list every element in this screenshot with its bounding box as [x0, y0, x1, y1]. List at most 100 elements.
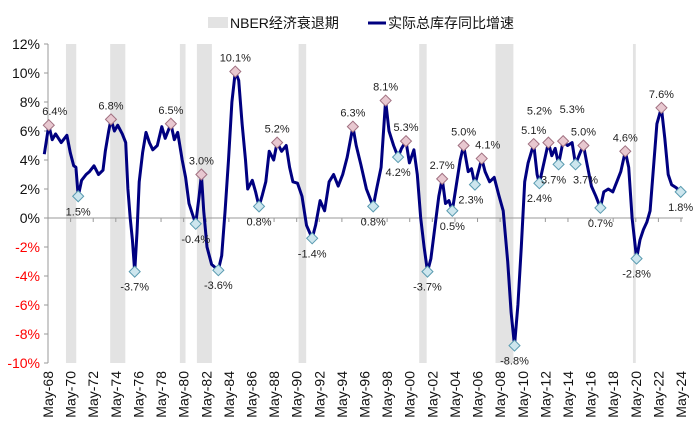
x-tick-label: May-98 — [379, 371, 395, 418]
peak-marker — [195, 168, 208, 181]
data-label: -3.7% — [120, 282, 149, 294]
trough-marker — [674, 185, 687, 199]
data-label: -0.4% — [181, 234, 210, 246]
x-tick-label: May-06 — [470, 371, 486, 418]
data-label: 0.8% — [246, 216, 271, 228]
trough-marker — [552, 158, 565, 171]
y-tick-label: 0% — [20, 210, 40, 226]
x-tick-label: May-84 — [221, 371, 237, 418]
data-label: 1.5% — [66, 206, 91, 218]
y-tick-label: -8% — [15, 326, 40, 342]
data-label: 2.3% — [458, 195, 483, 207]
data-label: 6.8% — [98, 100, 123, 112]
peak-marker — [619, 145, 632, 158]
data-label: 3.7% — [573, 174, 598, 186]
recession-band — [65, 44, 77, 363]
trough-marker — [630, 252, 643, 265]
peak-marker — [379, 94, 392, 107]
y-tick-label: -6% — [15, 297, 40, 313]
data-label: 2.7% — [430, 160, 455, 172]
data-label: 0.8% — [361, 216, 386, 228]
recession-band — [632, 44, 636, 363]
legend-recession-label: NBER经济衰退期 — [230, 15, 339, 31]
x-tick-label: May-80 — [176, 371, 192, 418]
data-label: 8.1% — [373, 82, 398, 94]
data-label: 5.2% — [527, 106, 552, 118]
x-tick-label: May-10 — [515, 371, 531, 418]
x-tick-label: May-90 — [289, 371, 305, 418]
trough-marker — [594, 201, 607, 215]
peak-marker — [527, 137, 540, 151]
y-tick-label: 6% — [20, 123, 40, 139]
x-tick-label: May-12 — [537, 371, 553, 418]
peak-marker — [270, 136, 284, 149]
data-label: -3.7% — [413, 282, 442, 294]
trough-marker — [391, 150, 405, 164]
data-label: -1.4% — [298, 248, 327, 260]
data-label: 5.0% — [451, 127, 476, 139]
recession-band — [110, 44, 126, 363]
peak-marker — [475, 152, 488, 165]
x-tick-label: May-16 — [583, 371, 599, 418]
y-tick-label: -2% — [15, 239, 40, 255]
annotation-layer: 6.4% 1.5% 6.8% -3.7% 6.5% -0.4% 3.0% -3.6% 10.1%… — [42, 53, 693, 368]
x-tick-label: May-78 — [153, 371, 169, 418]
peak-marker — [577, 139, 590, 152]
recession-band — [179, 44, 186, 363]
data-label: 10.1% — [220, 53, 251, 65]
x-tick-label: May-14 — [560, 371, 576, 418]
legend-recession-swatch — [208, 17, 228, 28]
trough-marker — [366, 200, 380, 213]
data-label: -8.8% — [500, 356, 529, 368]
y-tick-label: 2% — [20, 181, 40, 197]
data-label: 1.8% — [668, 202, 693, 214]
peak-marker — [229, 65, 242, 78]
trough-marker — [252, 200, 266, 213]
data-label: 4.6% — [613, 132, 638, 144]
trough-marker — [468, 178, 482, 191]
x-tick-label: May-04 — [447, 371, 463, 418]
series-layer — [42, 70, 682, 348]
data-label: 6.5% — [158, 105, 183, 117]
legend-series-label: 实际总库存同比增速 — [388, 15, 514, 31]
x-tick-label: May-86 — [243, 371, 259, 418]
data-label: 5.1% — [521, 125, 546, 137]
trough-marker — [569, 158, 582, 171]
x-tick-label: May-00 — [402, 371, 418, 418]
recession-band — [419, 44, 427, 363]
data-label: 4.2% — [386, 167, 411, 179]
peak-marker — [104, 113, 118, 126]
x-tick-label: May-82 — [198, 371, 214, 418]
x-tick-label: May-18 — [605, 371, 621, 418]
trough-marker — [71, 190, 85, 203]
x-tick-label: May-74 — [108, 371, 124, 418]
data-label: 6.3% — [340, 108, 365, 120]
series-line — [42, 70, 682, 348]
y-tick-label: -4% — [15, 268, 40, 284]
trough-marker — [446, 204, 459, 217]
trough-marker — [128, 265, 141, 278]
trough-marker — [533, 176, 546, 190]
x-tick-label: May-02 — [424, 371, 440, 418]
trough-marker — [421, 265, 434, 278]
data-label: 2.4% — [527, 193, 552, 205]
x-tick-label: May-72 — [85, 371, 101, 418]
data-label: 7.6% — [649, 89, 674, 101]
x-tick-label: May-20 — [628, 371, 644, 418]
data-label: 5.3% — [560, 104, 585, 116]
y-tick-label: 8% — [20, 94, 40, 110]
trough-marker — [305, 232, 319, 245]
data-label: 5.0% — [571, 127, 596, 139]
x-tick-label: May-88 — [266, 371, 282, 418]
data-label: 3.7% — [541, 174, 566, 186]
peak-marker — [346, 120, 360, 133]
data-label: 5.3% — [393, 122, 418, 134]
x-tick-label: May-92 — [311, 371, 327, 418]
y-tick-label: -10% — [7, 355, 40, 371]
axes: 12% 10% 8% 6% 4% 2% 0% -2% -4% -6% -8% -10%May-68 Ma… — [7, 36, 689, 418]
data-label: 0.5% — [440, 221, 465, 233]
x-tick-label: May-70 — [63, 371, 79, 418]
y-tick-label: 10% — [12, 65, 40, 81]
data-label: 0.7% — [588, 218, 613, 230]
